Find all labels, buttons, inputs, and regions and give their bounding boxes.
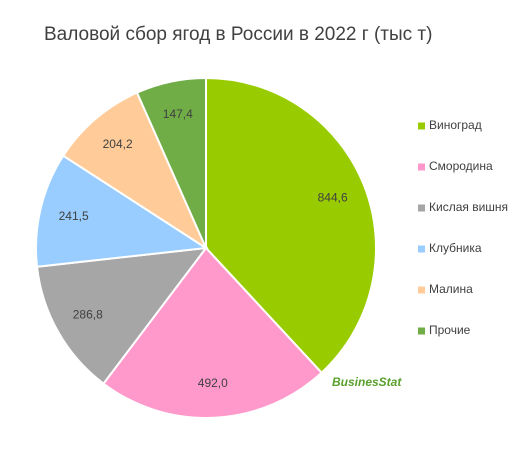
pie-slice <box>205 76 377 375</box>
pie-slice <box>61 91 209 251</box>
legend-label: Смородина <box>429 159 493 173</box>
data-label: 147,4 <box>163 107 193 121</box>
pie-slice <box>35 246 209 386</box>
data-label: 204,2 <box>103 137 133 151</box>
data-label: 241,5 <box>59 209 89 223</box>
legend-swatch <box>418 204 425 212</box>
pie-slice <box>135 76 207 249</box>
data-label: 492,0 <box>198 376 228 390</box>
pie-slice <box>35 154 209 268</box>
legend-swatch <box>418 245 425 253</box>
pie-slice <box>102 246 323 419</box>
data-label: 844,6 <box>318 191 348 205</box>
legend-label: Малина <box>429 282 473 296</box>
data-label: 286,8 <box>73 307 103 321</box>
legend-swatch <box>418 163 425 171</box>
legend-label: Клубника <box>429 241 482 255</box>
legend-label: Прочие <box>429 323 471 337</box>
chart-title: Валовой сбор ягод в России в 2022 г (тыс… <box>44 24 432 45</box>
legend-swatch <box>418 327 425 335</box>
watermark: BusinesStat <box>332 375 402 389</box>
legend-swatch <box>418 122 425 130</box>
legend-swatch <box>418 286 425 294</box>
legend-label: Виноград <box>429 118 482 132</box>
legend-label: Кислая вишня <box>429 200 508 214</box>
